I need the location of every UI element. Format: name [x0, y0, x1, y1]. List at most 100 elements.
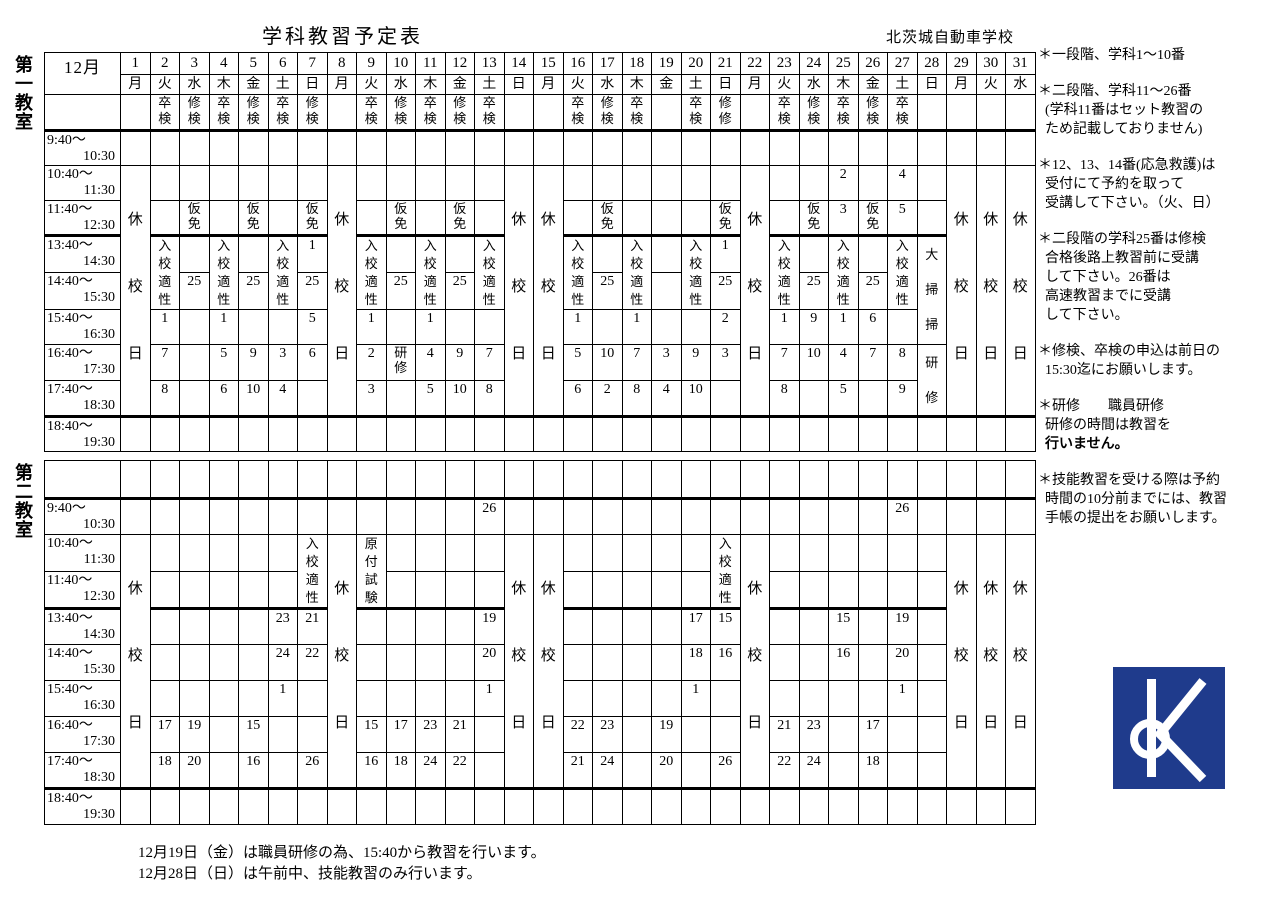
schedule-cell	[946, 130, 977, 166]
schedule-cell	[739, 788, 770, 825]
schedule-cell: 22	[444, 752, 475, 790]
schedule-cell: 1	[562, 309, 593, 345]
schedule-cell	[238, 788, 269, 825]
holiday-cell: 休校日	[503, 165, 534, 418]
schedule-cell: 24	[798, 752, 829, 790]
schedule-cell	[592, 608, 623, 645]
schedule-cell	[179, 571, 210, 610]
footer-note-2: 12月28日（日）は午前中、技能教習のみ行います。	[138, 866, 482, 882]
schedule-cell: 6	[857, 309, 888, 345]
time-slot-label: 9:40～ 10:30	[44, 498, 121, 535]
schedule-cell	[621, 130, 652, 166]
time-slot-label: 16:40～ 17:30	[44, 344, 121, 381]
schedule-cell	[857, 680, 888, 717]
schedule-cell	[533, 460, 564, 500]
day-weekday: 日	[916, 74, 947, 95]
schedule-cell: 3	[651, 344, 682, 381]
schedule-cell: 4	[828, 344, 859, 381]
schedule-cell: 1	[621, 309, 652, 345]
schedule-cell	[651, 608, 682, 645]
schedule-cell	[356, 788, 387, 825]
exam-marker: 卒検	[415, 94, 446, 132]
schedule-cell	[474, 309, 505, 345]
schedule-cell	[769, 644, 800, 681]
exam-marker: 修検	[798, 94, 829, 132]
schedule-cell: 3	[828, 200, 859, 237]
schedule-cell	[828, 788, 859, 825]
schedule-cell: 1	[149, 309, 180, 345]
schedule-cell: 20	[887, 644, 918, 681]
schedule-cell: 1	[828, 309, 859, 345]
schedule-span-cell: 入校適性	[828, 235, 859, 310]
day-weekday: 水	[179, 74, 210, 95]
schedule-cell	[385, 498, 416, 535]
schedule-cell	[326, 130, 357, 166]
schedule-cell	[887, 130, 918, 166]
schedule-cell	[326, 788, 357, 825]
schedule-cell	[415, 416, 446, 452]
schedule-cell: 25	[444, 272, 475, 310]
schedule-cell	[238, 608, 269, 645]
schedule-cell: 4	[415, 344, 446, 381]
classroom2-label: 第二教室	[13, 463, 33, 539]
schedule-cell	[592, 165, 623, 201]
day-weekday: 水	[798, 74, 829, 95]
exam-marker	[533, 94, 564, 132]
schedule-cell	[887, 416, 918, 452]
holiday-cell: 休校日	[503, 534, 534, 790]
schedule-cell	[179, 380, 210, 418]
schedule-cell	[916, 165, 947, 201]
day-number: 19	[651, 52, 682, 75]
schedule-cell	[1005, 416, 1036, 452]
time-slot-label: 9:40～ 10:30	[44, 130, 121, 166]
schedule-cell	[120, 130, 151, 166]
schedule-cell: 8	[769, 380, 800, 418]
schedule-span-cell: 原付試験	[356, 534, 387, 610]
schedule-cell	[769, 498, 800, 535]
schedule-cell	[592, 534, 623, 572]
schedule-cell	[385, 608, 416, 645]
note-line: 研修の時間は教習を	[1045, 418, 1171, 433]
schedule-cell	[651, 200, 682, 237]
schedule-cell: 23	[798, 716, 829, 753]
day-number: 12	[444, 52, 475, 75]
schedule-cell	[592, 788, 623, 825]
schedule-cell	[621, 416, 652, 452]
schedule-cell	[120, 498, 151, 535]
exam-marker: 卒検	[680, 94, 711, 132]
schedule-cell: 1	[356, 309, 387, 345]
classroom1-schedule-table: 12月 1 2 3 4 5 6 7 8 9 10 11 12 13 14 15 16 17 18 19 20 21 22 23…	[44, 52, 1036, 452]
schedule-cell	[975, 788, 1006, 825]
schedule-cell	[149, 416, 180, 452]
note-line: 手帳の提出をお願いします。	[1045, 511, 1226, 526]
schedule-span-cell: 入校適性	[769, 235, 800, 310]
schedule-cell	[267, 165, 298, 201]
note-line: ＊一段階、学科1～10番	[1038, 48, 1185, 63]
schedule-cell	[946, 460, 977, 500]
footer-notes: 12月19日（金）は職員研修の為、15:40から教習を行います。 12月28日（…	[138, 843, 546, 885]
exam-marker: 修検	[444, 94, 475, 132]
day-weekday: 日	[297, 74, 328, 95]
schedule-cell	[149, 534, 180, 572]
schedule-cell	[592, 460, 623, 500]
schedule-cell	[710, 788, 741, 825]
holiday-cell: 休校日	[739, 534, 770, 790]
schedule-cell	[621, 608, 652, 645]
schedule-cell	[651, 272, 682, 310]
schedule-span-cell: 入校適性	[621, 235, 652, 310]
schedule-cell	[769, 680, 800, 717]
schedule-cell	[326, 498, 357, 535]
schedule-cell	[592, 416, 623, 452]
schedule-cell	[179, 680, 210, 717]
day-number: 7	[297, 52, 328, 75]
schedule-cell: 18	[857, 752, 888, 790]
schedule-cell	[916, 608, 947, 645]
schedule-cell	[798, 571, 829, 610]
schedule-cell	[415, 608, 446, 645]
schedule-cell	[120, 416, 151, 452]
schedule-cell	[474, 716, 505, 753]
schedule-cell	[651, 571, 682, 610]
schedule-cell	[621, 200, 652, 237]
schedule-cell	[533, 788, 564, 825]
schedule-cell: 2	[356, 344, 387, 381]
